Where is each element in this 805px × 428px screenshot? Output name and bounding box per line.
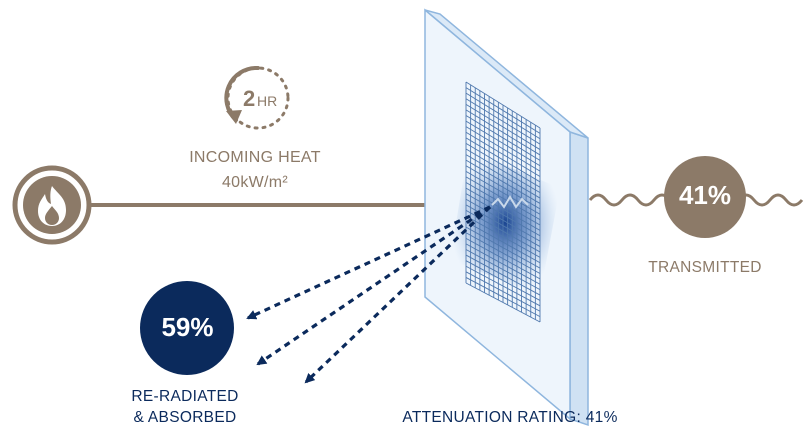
mesh-line [465, 137, 541, 183]
mesh-line [465, 193, 541, 237]
mesh-line [465, 170, 541, 215]
mesh-line [465, 237, 541, 280]
clock-timer-icon: 2 HR [224, 65, 290, 130]
mesh-line [465, 131, 541, 177]
mesh-line [465, 198, 541, 242]
heat-source [12, 165, 92, 245]
mesh-line [465, 148, 541, 194]
mesh-line [465, 249, 541, 291]
mesh-line [465, 232, 541, 274]
reradiated-arrow-2 [256, 205, 491, 366]
mesh-line [465, 103, 541, 150]
panel-side-face [569, 130, 589, 427]
mesh-line [465, 126, 541, 172]
transmitted-wave-left [588, 193, 672, 207]
reradiated-label: RE-RADIATED & ABSORBED [95, 386, 275, 428]
mesh-line [465, 109, 541, 156]
mesh-line [465, 282, 541, 323]
wire-mesh-grid [465, 81, 541, 323]
mesh-line [465, 215, 541, 258]
attenuation-rating-label: ATTENUATION RATING: 41% [402, 409, 618, 426]
mesh-line [465, 243, 541, 285]
mesh-line [465, 154, 541, 199]
reradiated-circle [140, 281, 234, 375]
timer-arrowhead [226, 110, 242, 124]
incoming-heat-label: INCOMING HEAT [189, 149, 321, 166]
transmitted-circle [664, 156, 746, 238]
mesh-line [465, 187, 541, 231]
transmitted-percent: 41% [678, 180, 732, 210]
flame-icon-inner [45, 206, 59, 225]
mesh-line [465, 260, 541, 301]
reradiated-arrow-3 [304, 205, 492, 384]
mesh-line [465, 87, 541, 134]
timer-value: 2 [243, 86, 255, 111]
mesh-line [465, 221, 541, 264]
glass-panel [424, 8, 589, 427]
mesh-line [465, 92, 541, 140]
mesh-line [465, 120, 541, 167]
mesh-line [465, 81, 541, 129]
mesh-line [465, 159, 541, 204]
mesh-line [465, 143, 541, 188]
mesh-line [465, 277, 541, 318]
mesh-line [465, 98, 541, 145]
reradiated-arrow-1 [246, 205, 491, 320]
reradiated-arrows [246, 205, 492, 384]
reradiated-label-line2: & ABSORBED [133, 409, 237, 426]
mesh-line [465, 176, 541, 221]
mesh-line [465, 265, 541, 307]
reradiated-label-line1: RE-RADIATED [131, 388, 239, 405]
incoming-heat-value: 40kW/m² [221, 174, 289, 191]
reradiated-percent: 59% [161, 312, 214, 342]
mesh-line [465, 254, 541, 296]
transmitted-label: TRANSMITTED [648, 259, 762, 276]
mesh-line [465, 271, 541, 312]
impact-squiggle [491, 195, 529, 209]
timer-unit: HR [257, 93, 277, 109]
transmitted-wave-right [736, 193, 804, 207]
mesh-line [465, 165, 541, 210]
mesh-line [465, 115, 541, 161]
mesh-line [465, 182, 541, 226]
mesh-line [465, 226, 541, 269]
